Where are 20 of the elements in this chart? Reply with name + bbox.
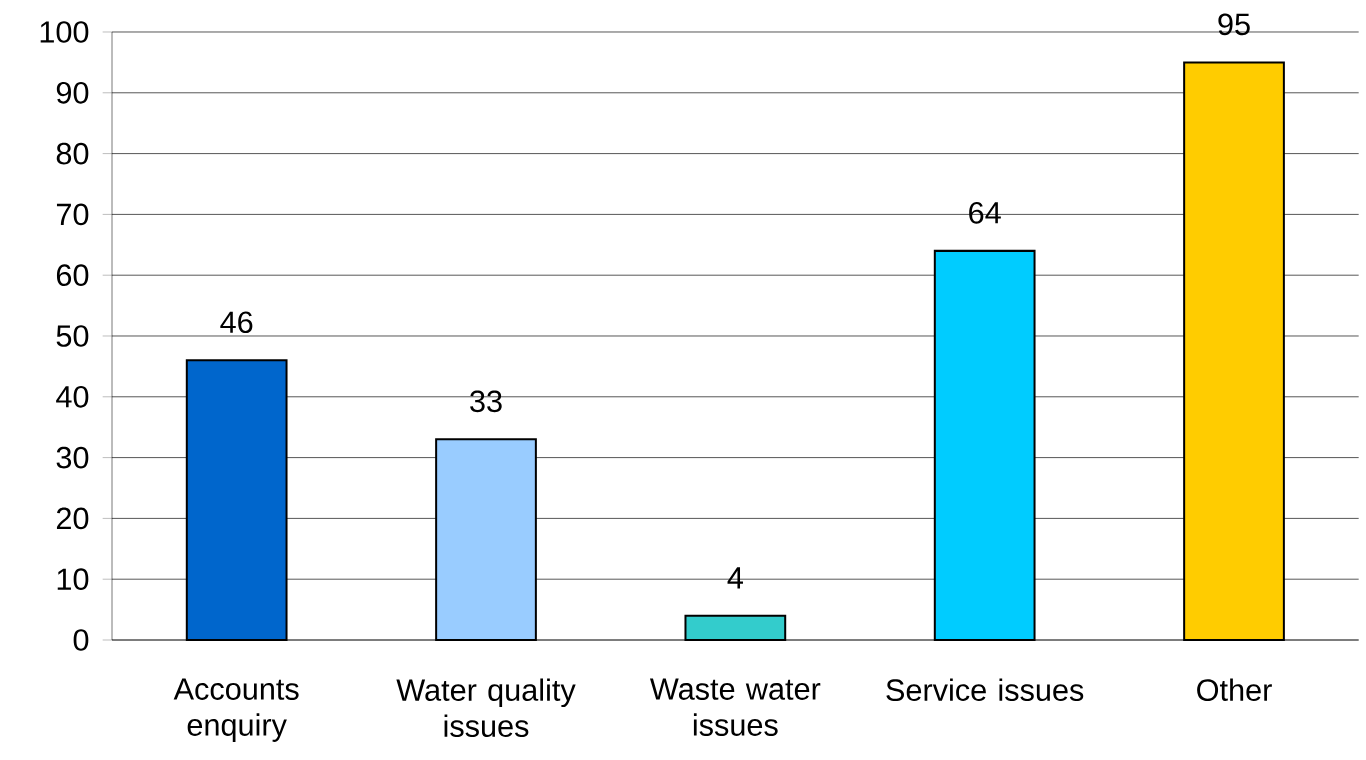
x-tick-label: Water quality issues — [396, 678, 576, 737]
x-tick-label: Other — [1197, 678, 1272, 701]
y-tick-label: 20 — [56, 507, 89, 530]
data-label: 4 — [727, 567, 743, 589]
x-tick-label: Waste water issues — [649, 678, 821, 736]
data-label: 95 — [1218, 13, 1250, 36]
y-tick-label: 70 — [56, 203, 89, 226]
y-tick-label: 0 — [73, 629, 89, 651]
y-tick-label: 100 — [40, 21, 89, 43]
x-tick-label: Accounts enquiry — [173, 678, 299, 742]
y-tick-label: 10 — [57, 568, 89, 591]
y-tick-label: 60 — [56, 264, 89, 287]
data-label: 33 — [470, 390, 502, 413]
y-tick-label: 40 — [56, 385, 89, 408]
y-tick-label: 80 — [56, 142, 89, 165]
x-tick-label: Service issues — [886, 678, 1084, 701]
data-label: 46 — [220, 311, 253, 334]
y-tick-label: 50 — [56, 325, 89, 347]
y-tick-label: 30 — [56, 446, 89, 469]
y-tick-label: 90 — [56, 81, 89, 104]
